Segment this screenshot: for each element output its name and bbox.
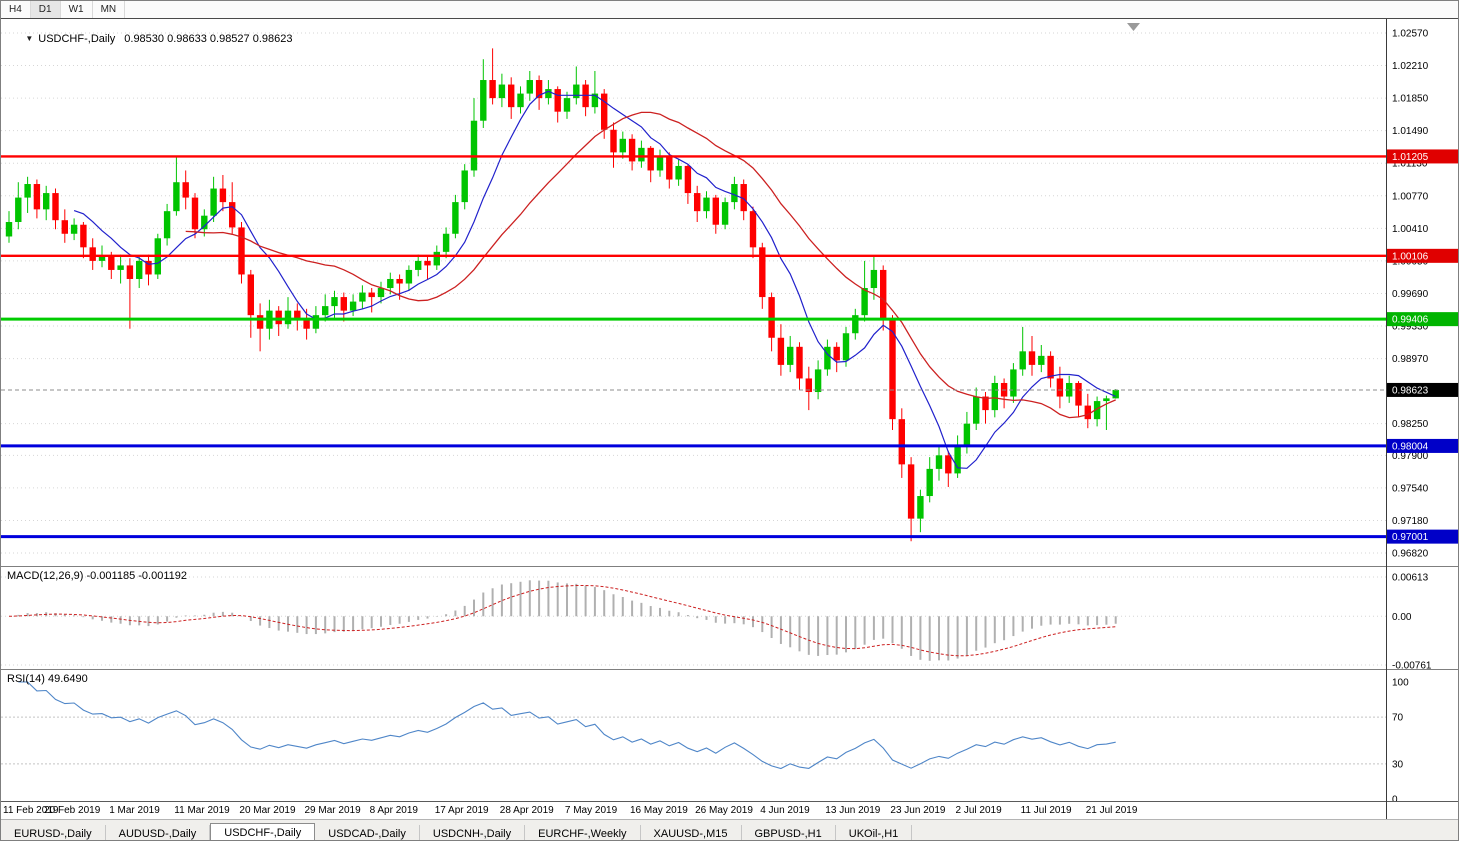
svg-text:1.01130: 1.01130	[1392, 159, 1428, 170]
timeframe-button-d1[interactable]: D1	[30, 1, 61, 18]
svg-text:0.98004: 0.98004	[1392, 441, 1429, 452]
svg-text:1.00770: 1.00770	[1392, 191, 1429, 202]
chart-tab-usdcnh[interactable]: USDCNH-,Daily	[419, 825, 526, 840]
macd-label: MACD(12,26,9) -0.001185 -0.001192	[7, 570, 187, 582]
svg-text:0.00613: 0.00613	[1392, 573, 1429, 584]
svg-text:0.97001: 0.97001	[1392, 532, 1429, 543]
chart-tab-eurusd[interactable]: EURUSD-,Daily	[1, 825, 106, 840]
chart-tab-eurchf[interactable]: EURCHF-,Weekly	[525, 825, 641, 840]
timeframe-button-mn[interactable]: MN	[93, 1, 126, 18]
date-label: 4 Jun 2019	[760, 805, 810, 816]
timeframe-button-w1[interactable]: W1	[61, 1, 93, 18]
rsi-axis-labels: 100 70 30 0	[1392, 678, 1409, 802]
rsi-panel: 100 70 30 0 RSI(14) 49.6490	[1, 669, 1458, 801]
svg-text:1.01490: 1.01490	[1392, 126, 1429, 137]
date-label: 1 Mar 2019	[109, 805, 160, 816]
svg-text:0.96820: 0.96820	[1392, 549, 1429, 560]
rsi-grid	[1, 716, 1386, 765]
date-label: 2 Jul 2019	[955, 805, 1002, 816]
chart-tab-gbpusd[interactable]: GBPUSD-,H1	[741, 825, 836, 840]
date-label: 16 May 2019	[630, 805, 688, 816]
timeframe-button-h4[interactable]: H4	[1, 1, 31, 18]
macd-axis-labels: 0.00613 0.00 -0.00761	[1392, 573, 1432, 670]
svg-text:100: 100	[1392, 678, 1409, 689]
svg-text:0.00: 0.00	[1392, 612, 1412, 623]
date-label: 28 Apr 2019	[499, 805, 554, 816]
macd-histogram	[17, 580, 1117, 661]
collapse-panel-icon[interactable]: ▼	[25, 34, 34, 43]
price-axis-tags: 1.01205 1.00106 0.99406 0.98623 0.98004 0.970…	[1387, 149, 1458, 544]
ohlc-values: 0.98530 0.98633 0.98527 0.98623	[124, 33, 293, 45]
rsi-chart-svg: 100 70 30 0	[1, 678, 1409, 802]
date-label: 20 Feb 2019	[44, 805, 101, 816]
date-label: 23 Jun 2019	[890, 805, 946, 816]
moving-averages	[73, 90, 1116, 469]
svg-text:1.00106: 1.00106	[1392, 251, 1429, 262]
rsi-label: RSI(14) 49.6490	[7, 673, 88, 685]
chart-tabs-bar: EURUSD-,Daily AUDUSD-,Daily USDCHF-,Daily U…	[1, 819, 1458, 840]
chart-title: ▼ USDCHF-,Daily 0.98530 0.98633 0.98527 0.…	[7, 21, 292, 57]
date-label: 7 May 2019	[564, 805, 618, 816]
date-label: 8 Apr 2019	[369, 805, 418, 816]
price-panel: 1.02570 1.02210 1.01850 1.01490 1.01130 1.007…	[1, 18, 1458, 566]
date-label: 17 Apr 2019	[434, 805, 489, 816]
candles-layer	[5, 48, 1119, 542]
date-axis[interactable]: 11 Feb 2019 20 Feb 2019 1 Mar 2019 11 Mar 2…	[1, 801, 1458, 820]
svg-text:-0.00761: -0.00761	[1392, 661, 1432, 670]
price-chart-svg: 1.02570 1.02210 1.01850 1.01490 1.01130 1.007…	[1, 23, 1458, 560]
price-axis-labels: 1.02570 1.02210 1.01850 1.01490 1.01130 1.007…	[1392, 29, 1429, 560]
date-label: 11 Mar 2019	[174, 805, 230, 816]
macd-panel: 0.00613 0.00 -0.00761 MACD(12,26,9) -0.001…	[1, 566, 1458, 669]
svg-text:30: 30	[1392, 759, 1404, 770]
svg-text:1.01205: 1.01205	[1392, 152, 1429, 163]
date-label: 11 Feb 2019	[3, 805, 59, 816]
svg-text:1.02570: 1.02570	[1392, 29, 1429, 40]
svg-text:0.98623: 0.98623	[1392, 385, 1429, 396]
date-label: 13 Jun 2019	[825, 805, 881, 816]
date-label: 26 May 2019	[695, 805, 753, 816]
date-label: 20 Mar 2019	[239, 805, 296, 816]
timeframe-toolbar: H4 D1 W1 MN	[1, 1, 1458, 19]
macd-chart-svg: 0.00613 0.00 -0.00761	[1, 573, 1432, 670]
chart-tab-audusd[interactable]: AUDUSD-,Daily	[105, 825, 211, 840]
date-label: 21 Jul 2019	[1085, 805, 1138, 816]
symbol-title: USDCHF-,Daily	[38, 33, 116, 45]
svg-text:0.99690: 0.99690	[1392, 289, 1429, 300]
svg-text:0.99406: 0.99406	[1392, 315, 1429, 326]
svg-text:0.98970: 0.98970	[1392, 354, 1429, 365]
rsi-line	[18, 681, 1116, 770]
chart-tab-xauusd[interactable]: XAUUSD-,M15	[640, 825, 742, 840]
macd-grid	[1, 576, 1386, 666]
price-grid	[1, 32, 1386, 554]
svg-text:0.97540: 0.97540	[1392, 483, 1429, 494]
svg-text:0: 0	[1392, 795, 1398, 802]
svg-text:0.99330: 0.99330	[1392, 322, 1429, 333]
chart-shift-marker-icon[interactable]	[1127, 23, 1140, 31]
svg-text:1.00410: 1.00410	[1392, 224, 1429, 235]
svg-text:0.97900: 0.97900	[1392, 451, 1429, 462]
date-label: 29 Mar 2019	[304, 805, 361, 816]
chart-tab-usdchf[interactable]: USDCHF-,Daily	[210, 823, 316, 840]
chart-tab-usdcad[interactable]: USDCAD-,Daily	[315, 825, 420, 840]
price-axis-separator	[1386, 18, 1387, 819]
macd-signal-line	[8, 585, 1116, 657]
chart-tab-ukoil[interactable]: UKOil-,H1	[835, 825, 913, 840]
svg-text:0.97180: 0.97180	[1392, 516, 1429, 527]
svg-text:70: 70	[1392, 713, 1404, 724]
svg-text:1.02210: 1.02210	[1392, 61, 1429, 72]
horizontal-level-lines[interactable]	[1, 155, 1386, 539]
svg-text:1.01850: 1.01850	[1392, 94, 1429, 105]
svg-text:0.98250: 0.98250	[1392, 419, 1429, 430]
date-label: 11 Jul 2019	[1020, 805, 1072, 816]
